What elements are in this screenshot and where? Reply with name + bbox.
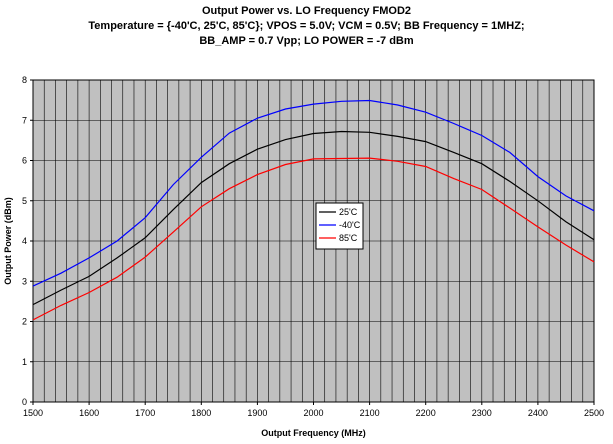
y-tick-label: 4 bbox=[22, 236, 27, 246]
y-tick-label: 3 bbox=[22, 276, 27, 286]
x-tick-label: 2000 bbox=[303, 408, 323, 418]
y-tick-label: 7 bbox=[22, 115, 27, 125]
chart-title: Output Power vs. LO Frequency FMOD2 bbox=[201, 5, 412, 17]
series-line-1 bbox=[32, 99, 595, 287]
axes: 1500 1600 1700 1800 1900 2000 2100 2200 2300 2400… bbox=[22, 75, 604, 418]
chart-subtitle-1: Temperature = {-40'C, 25'C, 85'C}; VPOS … bbox=[88, 20, 525, 32]
x-tick-label: 1600 bbox=[79, 408, 99, 418]
x-tick-label: 1500 bbox=[23, 408, 43, 418]
legend: 25'C -40'C 85'C bbox=[315, 202, 364, 250]
chart-subtitle-2: BB_AMP = 0.7 Vpp; LO POWER = -7 dBm bbox=[199, 35, 414, 47]
legend-label: 85'C bbox=[339, 233, 358, 243]
y-tick-label: 5 bbox=[22, 196, 27, 206]
x-tick-label: 2400 bbox=[528, 408, 548, 418]
series-layer bbox=[32, 99, 595, 321]
y-tick-label: 8 bbox=[22, 75, 27, 85]
grid-lines bbox=[32, 79, 595, 403]
series-line-0 bbox=[32, 130, 595, 306]
y-tick-label: 1 bbox=[22, 357, 27, 367]
legend-label: -40'C bbox=[339, 220, 361, 230]
x-tick-label: 1800 bbox=[191, 408, 211, 418]
x-tick-label: 2200 bbox=[416, 408, 436, 418]
y-tick-label: 2 bbox=[22, 317, 27, 327]
x-axis-title: Output Frequency (MHz) bbox=[261, 428, 366, 438]
x-tick-label: 2100 bbox=[360, 408, 380, 418]
series-line-2 bbox=[32, 157, 595, 321]
legend-label: 25'C bbox=[339, 207, 358, 217]
y-tick-label: 0 bbox=[22, 397, 27, 407]
chart-title-block: Output Power vs. LO Frequency FMOD2 Temp… bbox=[0, 4, 613, 49]
x-tick-label: 2500 bbox=[584, 408, 604, 418]
y-tick-label: 6 bbox=[22, 156, 27, 166]
y-axis-title: Output Power (dBm) bbox=[3, 197, 13, 285]
legend-box bbox=[315, 202, 364, 250]
x-tick-label: 1700 bbox=[135, 408, 155, 418]
x-tick-label: 1900 bbox=[247, 408, 267, 418]
x-tick-label: 2300 bbox=[472, 408, 492, 418]
